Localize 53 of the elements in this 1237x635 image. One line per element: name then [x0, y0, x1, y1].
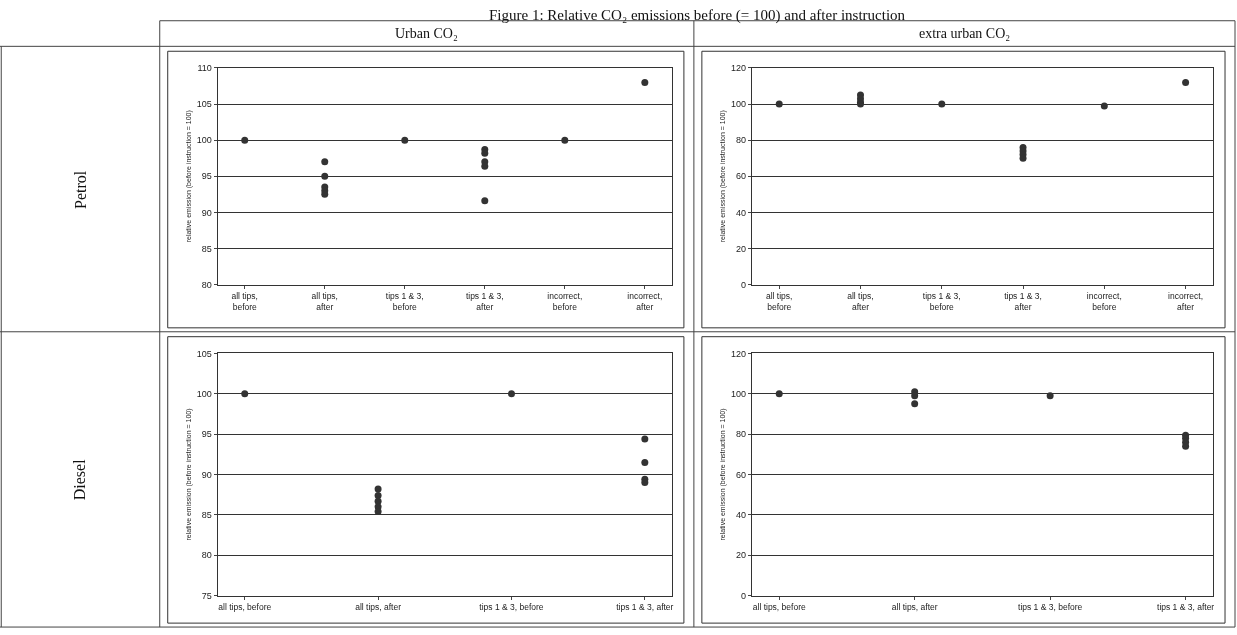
y-tick-label: 60 [735, 469, 746, 480]
x-tick-label: incorrect, before [1086, 290, 1122, 312]
y-tick-label: 105 [196, 348, 212, 359]
x-tick-label: all tips, after [355, 601, 402, 612]
y-tick-label: 40 [735, 510, 746, 520]
y-tick-label: 120 [730, 348, 746, 359]
y-tick-label: 100 [196, 388, 212, 399]
x-tick-label: incorrect, after [1168, 290, 1204, 312]
y-tick-label: 20 [735, 550, 746, 561]
y-tick-label: 80 [735, 135, 746, 146]
y-tick-label: 100 [196, 135, 212, 146]
chart-title: Urban CO₂ [395, 26, 458, 41]
x-tick-label: incorrect, before [547, 290, 583, 312]
x-tick-label: tips 1 & 3, after [616, 601, 674, 612]
text: Diesel [71, 458, 89, 501]
x-tick-label: tips 1 & 3, before [1018, 601, 1083, 612]
caption: Figure 1: Relative CO₂ emissions before (= 100) and after instruction [489, 7, 906, 24]
y-tick-label: 120 [730, 63, 746, 74]
x-tick-label: tips 1 & 3, before [385, 290, 424, 312]
x-tick-label: tips 1 & 3, after [1004, 290, 1042, 312]
chart-title: extra urban CO₂ [919, 26, 1011, 41]
x-tick-label: all tips, before [231, 290, 258, 312]
y-tick-label: 0 [740, 279, 746, 290]
y-tick-label: 85 [201, 243, 212, 254]
y-tick-label: 100 [730, 388, 746, 399]
x-tick-label: tips 1 & 3, after [465, 290, 504, 312]
x-tick-label: tips 1 & 3, after [1157, 601, 1215, 612]
y-tick-label: 95 [201, 171, 212, 182]
x-tick-label: tips 1 & 3, before [479, 601, 544, 612]
y-tick-label: 75 [201, 590, 212, 601]
y-tick-label: 80 [201, 550, 212, 561]
x-tick-label: all tips, before [765, 290, 793, 312]
y-tick-label: 20 [735, 243, 746, 254]
y-tick-label: 95 [201, 429, 212, 440]
x-tick-label: all tips, before [752, 601, 806, 612]
y-tick-label: 40 [735, 207, 746, 218]
x-tick-label: all tips, after [891, 601, 938, 612]
y-tick-label: 80 [735, 429, 746, 440]
x-tick-label: all tips, before [218, 601, 272, 612]
y-tick-label: 0 [740, 590, 746, 601]
x-tick-label: tips 1 & 3, before [922, 290, 961, 312]
y-tick-label: 85 [201, 510, 212, 520]
x-tick-label: incorrect, after [627, 290, 663, 312]
y-tick-label: 90 [201, 207, 212, 218]
x-tick-label: all tips, after [847, 290, 874, 312]
x-tick-label: all tips, after [311, 290, 338, 312]
y-tick-label: 105 [196, 99, 212, 110]
y-tick-label: 60 [735, 171, 746, 182]
y-tick-label: 100 [730, 99, 746, 110]
y-tick-label: 80 [201, 279, 212, 290]
y-tick-label: 90 [201, 469, 212, 480]
text: Petrol [71, 170, 89, 209]
y-tick-label: 110 [197, 63, 212, 74]
